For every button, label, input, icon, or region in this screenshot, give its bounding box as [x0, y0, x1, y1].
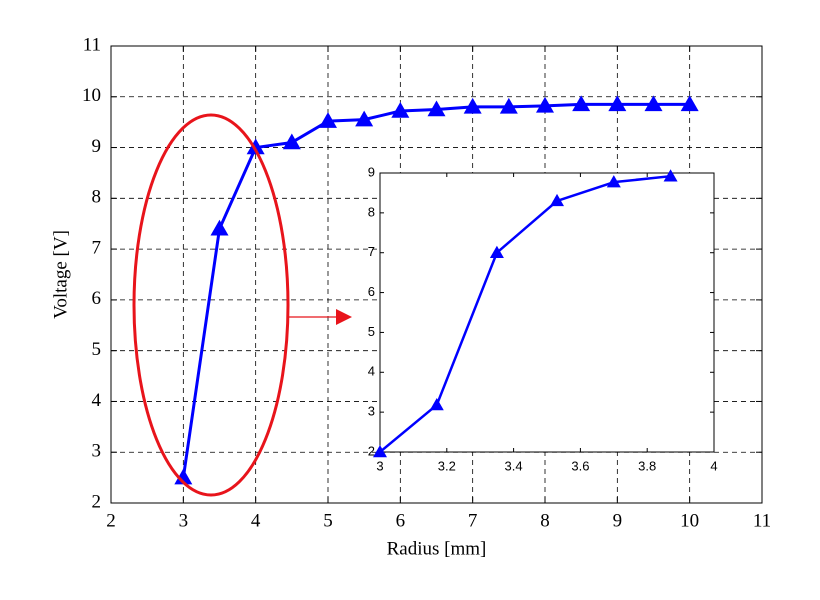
- x-tick-label: 5: [323, 510, 333, 531]
- arrow-head: [336, 309, 352, 325]
- x-axis-label: Radius [mm]: [387, 538, 487, 559]
- marker: [282, 133, 301, 150]
- marker: [663, 169, 678, 182]
- x-tick-label: 3.6: [571, 458, 589, 473]
- plot-frame: [379, 172, 715, 453]
- y-tick-label: 7: [92, 237, 102, 258]
- x-tick-label: 9: [613, 510, 623, 531]
- marker: [489, 245, 504, 258]
- data-line: [379, 174, 671, 453]
- x-tick-label: 7: [468, 510, 478, 531]
- marker: [174, 468, 193, 485]
- y-tick-label: 11: [83, 34, 101, 55]
- annotation: [132, 113, 352, 497]
- marker: [536, 96, 554, 113]
- y-tick-label: 2: [92, 491, 102, 512]
- x-tick-label: 3: [376, 458, 383, 473]
- y-tick-label: 6: [92, 288, 102, 309]
- marker: [319, 112, 337, 128]
- marker: [373, 445, 387, 458]
- x-tick-label: 8: [540, 510, 550, 531]
- x-tick-label: 3.8: [638, 458, 656, 473]
- plot-frame: [110, 45, 763, 504]
- marker: [499, 97, 518, 114]
- x-tick-label: 3.4: [505, 458, 523, 473]
- y-tick-label: 2: [368, 443, 375, 458]
- marker: [550, 193, 565, 207]
- y-tick-label: 7: [368, 244, 375, 259]
- y-tick-label: 3: [92, 441, 102, 462]
- x-tick-label: 4: [710, 458, 717, 473]
- y-tick-label: 9: [92, 136, 102, 157]
- marker: [210, 219, 229, 236]
- marker: [644, 95, 663, 112]
- highlight-ellipse: [132, 113, 290, 497]
- y-tick-label: 8: [368, 204, 375, 219]
- y-tick-label: 4: [92, 390, 102, 411]
- marker: [463, 97, 482, 114]
- y-axis-label: Voltage [V]: [50, 230, 71, 319]
- x-tick-label: 6: [396, 510, 406, 531]
- marker: [355, 110, 374, 127]
- x-tick-label: 3.2: [438, 458, 456, 473]
- marker: [429, 397, 444, 411]
- y-tick-label: 3: [368, 404, 375, 419]
- y-tick-label: 10: [82, 85, 101, 106]
- x-tick-label: 4: [251, 510, 261, 531]
- y-tick-label: 5: [368, 324, 375, 339]
- y-tick-label: 6: [368, 284, 375, 299]
- marker: [427, 100, 446, 117]
- y-tick-label: 4: [368, 364, 375, 379]
- x-tick-label: 3: [179, 510, 189, 531]
- marker: [572, 95, 591, 112]
- x-tick-label: 11: [753, 510, 771, 531]
- y-tick-label: 8: [92, 187, 102, 208]
- y-tick-label: 9: [368, 164, 375, 179]
- marker: [680, 95, 699, 112]
- x-tick-label: 2: [106, 510, 116, 531]
- marker: [391, 101, 410, 118]
- x-tick-label: 10: [680, 510, 699, 531]
- marker: [606, 175, 621, 188]
- marker: [608, 95, 627, 112]
- marker: [246, 138, 265, 155]
- y-tick-label: 5: [92, 339, 102, 360]
